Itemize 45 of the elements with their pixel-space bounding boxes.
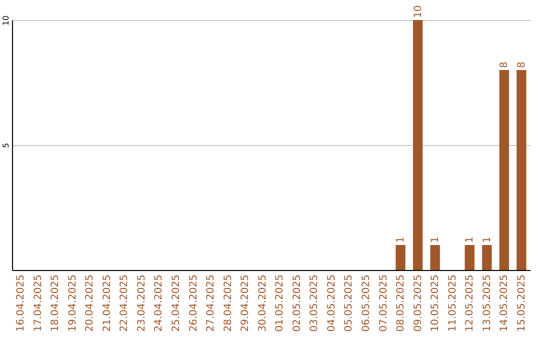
x-tick-label: 23.04.2025 [136,274,148,332]
bar [430,245,440,270]
x-tick-label: 16.04.2025 [16,274,27,332]
data-label: 1 [430,236,442,243]
x-tick-label: 17.04.2025 [32,274,44,332]
x-tick-label: 15.05.2025 [516,274,528,332]
x-tick-label: 29.04.2025 [240,274,252,332]
bar [499,70,510,270]
x-tick-label: 05.05.2025 [344,274,355,332]
x-tick-label: 03.05.2025 [309,274,320,332]
x-tick-label: 26.04.2025 [188,274,200,332]
data-label: 1 [396,236,407,243]
x-tick-label: 22.04.2025 [119,274,130,332]
x-tick-label: 28.04.2025 [222,274,234,332]
bar [464,245,474,270]
x-tick-label: 24.04.2025 [154,274,165,332]
data-label: 8 [516,62,528,68]
x-tick-label: 12.05.2025 [464,274,476,332]
x-tick-label: 08.05.2025 [396,274,407,332]
x-tick-label: 25.04.2025 [171,274,182,332]
x-tick-label: 06.05.2025 [361,274,372,332]
x-tick-label: 01.05.2025 [274,274,286,332]
x-tick-label: 07.05.2025 [378,274,390,332]
x-tick-label: 30.04.2025 [257,274,268,332]
bar [516,70,526,270]
x-tick-label: 13.05.2025 [482,274,493,332]
data-label: 10 [412,5,424,18]
bar [396,245,406,270]
x-tick-label: 20.04.2025 [84,274,96,332]
x-tick-label: 11.05.2025 [447,274,458,332]
x-tick-label: 27.04.2025 [206,274,217,332]
x-tick-label: 14.05.2025 [499,274,510,332]
x-tick-label: 18.04.2025 [50,274,62,332]
data-label: 8 [499,62,510,68]
data-label: 1 [482,236,493,243]
x-tick-label: 19.04.2025 [67,274,78,332]
data-label: 1 [464,236,476,243]
bar [412,20,423,270]
x-tick-label: 09.05.2025 [412,274,424,332]
x-tick-label: 02.05.2025 [292,274,303,332]
y-tick-label: 5 [2,142,10,148]
x-tick-label: 04.05.2025 [326,274,338,332]
x-tick-label: 10.05.2025 [430,274,442,332]
x-tick-label: 21.04.2025 [102,274,113,332]
bar [482,245,492,270]
